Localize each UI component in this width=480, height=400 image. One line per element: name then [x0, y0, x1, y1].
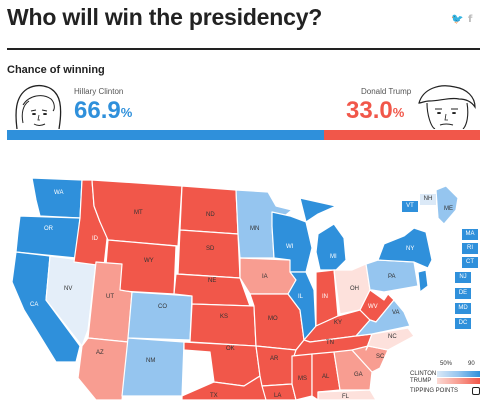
state-NY [377, 227, 433, 269]
page-title: Who will win the presidency? [7, 4, 323, 30]
map-label-TN: TN [326, 340, 334, 346]
map-label-CA: CA [30, 302, 38, 308]
map-label-NE: NE [208, 278, 216, 284]
legend-tipping-points-label: TIPPING POINTS [410, 388, 459, 394]
state-WA [31, 177, 83, 219]
state-NM [121, 337, 185, 397]
twitter-icon[interactable]: 🐦 [451, 14, 464, 25]
map-label-IL: IL [298, 294, 304, 300]
clinton-probability-fill [7, 130, 324, 140]
clinton-chance: 66.9% [74, 97, 132, 125]
map-label-FL: FL [342, 394, 350, 400]
map-label-SC: SC [376, 354, 385, 360]
legend-90-label: 90 [468, 361, 475, 367]
state-chip-NH[interactable]: NH [420, 194, 436, 205]
map-label-ID: ID [92, 236, 99, 242]
map-label-AL: AL [322, 374, 330, 380]
us-forecast-map: WA OR CA NV ID MT WY UT AZ CO NM ND SD N… [11, 177, 459, 400]
map-label-UT: UT [106, 294, 114, 300]
map-label-WI: WI [286, 244, 294, 250]
state-chip-DC[interactable]: DC [455, 318, 471, 329]
legend-50-label: 50% [440, 361, 453, 367]
map-label-ND: ND [206, 212, 215, 218]
map-label-OK: OK [226, 346, 235, 352]
map-label-NV: NV [64, 286, 72, 292]
state-ND [179, 185, 239, 235]
state-ME [435, 185, 459, 225]
win-probability-bar [7, 130, 480, 140]
trump-portrait-icon [418, 85, 476, 129]
state-AR [255, 345, 297, 387]
map-label-AZ: AZ [96, 350, 104, 356]
map-label-NC: NC [388, 334, 397, 340]
map-label-ME: ME [444, 206, 453, 212]
state-chip-VT[interactable]: VT [402, 201, 418, 212]
state-SD [177, 229, 241, 279]
state-KS [189, 303, 257, 347]
map-label-NM: NM [146, 358, 155, 364]
state-MS [291, 353, 313, 400]
map-label-KS: KS [220, 314, 228, 320]
state-OR [15, 215, 81, 259]
state-chip-RI[interactable]: RI [462, 243, 478, 254]
state-MI [299, 197, 347, 271]
map-label-PA: PA [388, 274, 396, 280]
state-chip-NJ[interactable]: NJ [455, 272, 471, 283]
map-legend: 50% 90 CLINTON TRUMP TIPPING POINTS [410, 360, 480, 400]
header-divider [7, 48, 480, 50]
clinton-chance-value: 66.9 [74, 97, 121, 124]
legend-clinton-label: CLINTON [410, 371, 437, 377]
state-IA [239, 257, 297, 295]
legend-trump-label: TRUMP [410, 378, 432, 384]
map-label-OH: OH [350, 286, 359, 292]
legend-trump-scale [437, 378, 480, 384]
state-GA [333, 349, 373, 391]
clinton-name: Hillary Clinton [74, 87, 124, 96]
map-label-MS: MS [298, 376, 307, 382]
legend-clinton-scale [437, 371, 480, 377]
map-label-MN: MN [250, 226, 259, 232]
state-chip-DE[interactable]: DE [455, 288, 471, 299]
state-LA [261, 383, 297, 400]
trump-chance: 33.0% [346, 97, 404, 125]
clinton-portrait-icon [15, 84, 62, 129]
map-label-MT: MT [134, 210, 143, 216]
trump-chance-sign: % [392, 105, 405, 120]
map-label-KY: KY [334, 320, 342, 326]
chance-of-winning-label: Chance of winning [7, 64, 105, 76]
map-label-MI: MI [330, 254, 337, 260]
trump-probability-fill [323, 130, 480, 140]
trump-chance-value: 33.0 [346, 97, 393, 124]
map-label-AR: AR [270, 356, 279, 362]
state-CO [127, 291, 193, 341]
map-label-MO: MO [268, 316, 278, 322]
map-label-WV: WV [368, 304, 378, 310]
state-OK [183, 341, 261, 387]
clinton-chance-sign: % [120, 105, 133, 120]
state-chip-MA[interactable]: MA [462, 229, 478, 240]
map-state-labels: WA OR CA NV ID MT WY UT AZ CO NM ND SD N… [30, 190, 453, 400]
map-label-IA: IA [262, 274, 268, 280]
map-label-WY: WY [144, 258, 154, 264]
map-label-IN: IN [322, 294, 328, 300]
state-chip-CT[interactable]: CT [462, 257, 478, 268]
trump-name: Donald Trump [361, 87, 412, 96]
facebook-icon[interactable]: f [468, 14, 473, 25]
state-AZ [77, 337, 129, 400]
map-label-LA: LA [274, 393, 281, 399]
map-label-TX: TX [210, 393, 218, 399]
map-label-GA: GA [354, 372, 363, 378]
map-label-OR: OR [44, 226, 54, 232]
state-NJ-shape [417, 269, 429, 293]
state-chip-MD[interactable]: MD [455, 303, 471, 314]
map-label-CO: CO [158, 304, 167, 310]
tipping-point-box-icon [472, 387, 480, 395]
map-label-NY: NY [406, 246, 414, 252]
state-VA [355, 299, 411, 337]
map-label-SD: SD [206, 246, 215, 252]
state-FL [317, 389, 377, 400]
map-label-VA: VA [392, 310, 400, 316]
state-SC [351, 345, 389, 373]
map-label-WA: WA [54, 190, 63, 196]
